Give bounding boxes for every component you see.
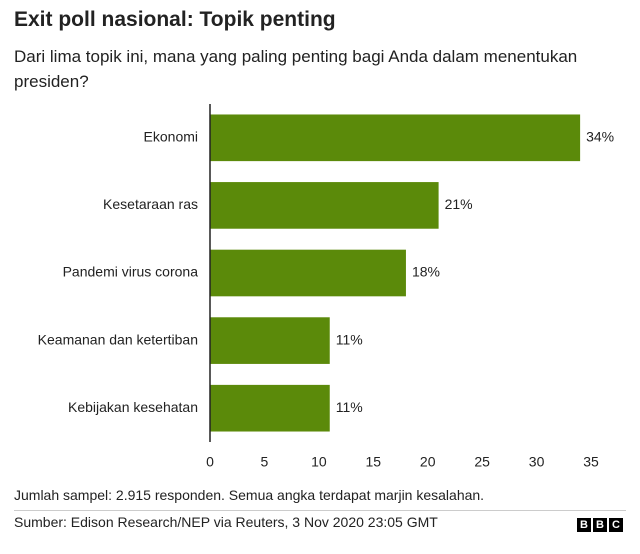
x-tick-label: 25 [474, 454, 490, 470]
footnote: Jumlah sampel: 2.915 responden. Semua an… [14, 487, 485, 503]
logo: B B C [577, 518, 623, 532]
y-tick-label: Pandemi virus corona [63, 264, 199, 280]
y-tick-label: Kesetaraan ras [103, 196, 198, 212]
y-tick-label: Ekonomi [144, 129, 198, 145]
value-label: 11% [336, 399, 363, 415]
y-tick-label: Keamanan dan ketertiban [38, 331, 198, 347]
bar [210, 317, 330, 364]
value-label: 11% [336, 331, 363, 347]
chart: 0 5 10 15 20 25 30 35 Ekonomi 34% Kesetaraan ras 21… [38, 104, 614, 470]
logo-letter: C [609, 518, 623, 532]
y-tick-label: Kebijakan kesehatan [68, 399, 198, 415]
divider [14, 510, 626, 511]
chart-title: Exit poll nasional: Topik penting [14, 8, 336, 31]
x-tick-label: 10 [311, 454, 327, 470]
x-tick-label: 20 [420, 454, 436, 470]
logo-letter: B [593, 518, 607, 532]
chart-subtitle: Dari lima topik ini, mana yang paling pe… [14, 47, 578, 91]
value-label: 34% [586, 129, 614, 145]
x-tick-label: 35 [583, 454, 599, 470]
x-tick-label: 0 [206, 454, 214, 470]
bar [210, 182, 439, 229]
bar [210, 114, 581, 162]
x-tick-label: 30 [529, 454, 545, 470]
value-label: 18% [412, 264, 440, 280]
source: Sumber: Edison Research/NEP via Reuters,… [14, 514, 438, 530]
bar [210, 384, 330, 432]
logo-letter: B [577, 518, 591, 532]
x-tick-label: 15 [365, 454, 381, 470]
x-tick-label: 5 [261, 454, 269, 470]
bar [210, 249, 406, 297]
value-label: 21% [445, 196, 473, 212]
